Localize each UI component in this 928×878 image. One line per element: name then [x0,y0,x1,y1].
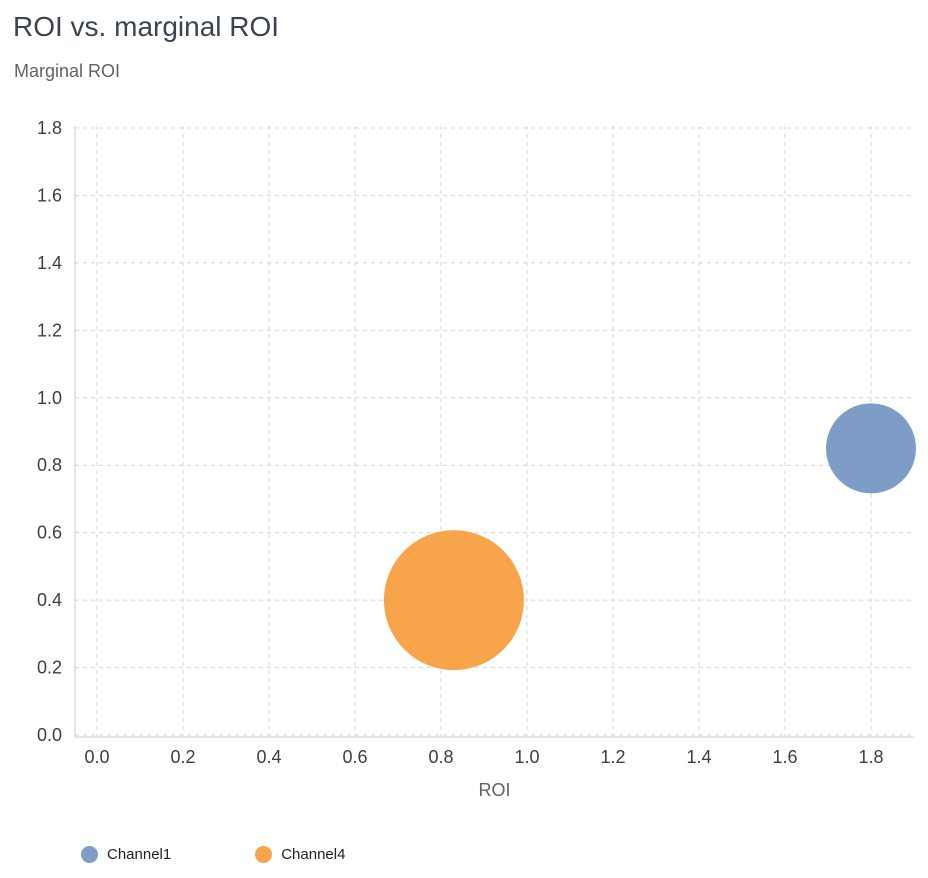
bubble-channel4 [383,530,524,671]
x-axis-title: ROI [478,780,510,800]
x-tick-label: 1.0 [514,747,539,767]
y-tick-label: 1.2 [37,320,62,340]
x-tick-label: 0.4 [256,747,281,767]
y-tick-label: 0.4 [37,590,62,610]
legend-dot-channel1 [81,846,98,863]
x-tick-label: 1.4 [686,747,711,767]
legend-label: Channel4 [281,846,346,863]
y-tick-label: 1.0 [37,388,62,408]
y-tick-label: 1.6 [37,185,62,205]
x-tick-label: 0.6 [342,747,367,767]
x-tick-label: 0.0 [84,747,109,767]
chart-title: ROI vs. marginal ROI [13,11,280,42]
legend-item-channel1: Channel1 [81,846,171,863]
y-tick-label: 0.2 [37,658,62,678]
x-tick-label: 0.2 [170,747,195,767]
legend: Channel1 Channel4 [81,846,345,863]
bubble-chart-svg: 0.0 0.2 0.4 0.6 0.8 1.0 1.2 1.4 1.6 1.8 0.0 0.2 0.4 0… [37,118,916,800]
legend-label: Channel1 [107,846,172,863]
y-tick-label: 0.0 [37,725,62,745]
bubble-channel1 [826,403,916,494]
x-tick-label: 1.8 [858,747,883,767]
x-tick-label: 1.2 [600,747,625,767]
y-tick-label: 0.6 [37,523,62,543]
legend-item-channel4: Channel4 [255,846,345,863]
legend-dot-channel4 [255,846,273,863]
y-tick-label: 1.4 [37,253,62,273]
y-axis-title: Marginal ROI [14,61,121,81]
y-tick-label: 1.8 [37,118,62,138]
y-tick-label: 0.8 [37,455,62,475]
x-tick-label: 1.6 [772,747,797,767]
x-tick-label: 0.8 [428,747,453,767]
